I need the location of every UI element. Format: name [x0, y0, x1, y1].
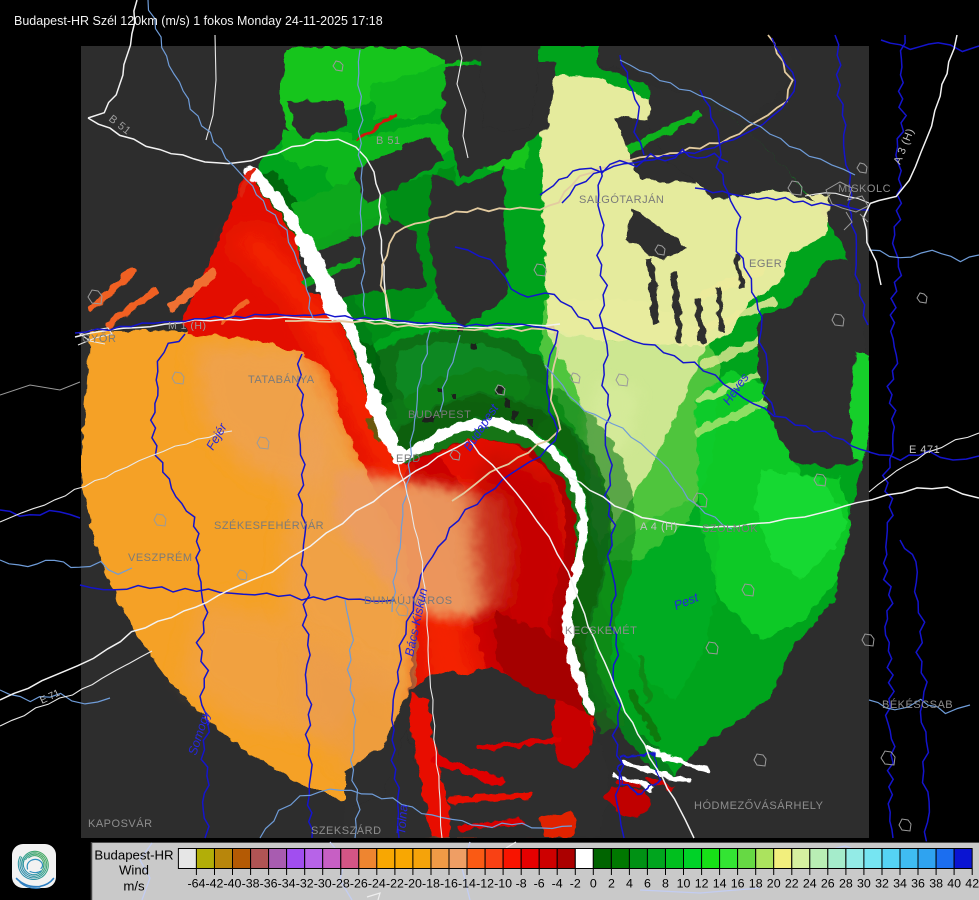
svg-text:36: 36 — [911, 877, 925, 891]
svg-text:-34: -34 — [278, 877, 296, 891]
svg-text:BÉKÉSCSAB: BÉKÉSCSAB — [882, 698, 953, 711]
svg-text:SALGÓTARJÁN: SALGÓTARJÁN — [579, 193, 664, 206]
svg-text:-18: -18 — [422, 877, 440, 891]
svg-text:M 1 (H): M 1 (H) — [168, 320, 207, 332]
svg-text:-24: -24 — [368, 877, 386, 891]
svg-text:TATABÁNYA: TATABÁNYA — [248, 373, 315, 386]
svg-text:38: 38 — [929, 877, 943, 891]
svg-text:E 471: E 471 — [909, 444, 940, 456]
svg-text:40: 40 — [947, 877, 961, 891]
svg-text:SZEKSZÁRD: SZEKSZÁRD — [311, 824, 382, 837]
svg-text:SZÉKESFEHÉRVÁR: SZÉKESFEHÉRVÁR — [214, 519, 324, 532]
svg-text:18: 18 — [749, 877, 763, 891]
svg-text:-16: -16 — [440, 877, 458, 891]
svg-text:34: 34 — [893, 877, 907, 891]
svg-text:VESZPRÉM: VESZPRÉM — [128, 551, 193, 564]
svg-text:0: 0 — [590, 877, 597, 891]
svg-text:KECSKEMÉT: KECSKEMÉT — [565, 624, 637, 637]
svg-text:-22: -22 — [386, 877, 404, 891]
svg-text:Budapest-HR: Budapest-HR — [94, 848, 173, 863]
svg-text:14: 14 — [713, 877, 727, 891]
svg-text:KAPOSVÁR: KAPOSVÁR — [88, 817, 153, 830]
svg-text:28: 28 — [839, 877, 853, 891]
svg-text:32: 32 — [875, 877, 889, 891]
svg-text:-36: -36 — [260, 877, 278, 891]
svg-text:22: 22 — [785, 877, 799, 891]
svg-text:-20: -20 — [404, 877, 422, 891]
svg-text:2: 2 — [608, 877, 615, 891]
svg-text:-6: -6 — [534, 877, 545, 891]
svg-text:-14: -14 — [458, 877, 476, 891]
svg-text:-64: -64 — [187, 877, 205, 891]
svg-text:-38: -38 — [242, 877, 260, 891]
svg-text:30: 30 — [857, 877, 871, 891]
svg-text:m/s: m/s — [123, 879, 145, 894]
svg-text:EGER: EGER — [749, 258, 782, 270]
svg-text:-30: -30 — [314, 877, 332, 891]
svg-text:-2: -2 — [570, 877, 581, 891]
svg-text:-26: -26 — [350, 877, 368, 891]
svg-text:BUDAPEST: BUDAPEST — [408, 409, 471, 421]
svg-text:-4: -4 — [552, 877, 563, 891]
svg-text:B 51: B 51 — [376, 135, 401, 147]
svg-text:-32: -32 — [296, 877, 314, 891]
svg-text:-42: -42 — [206, 877, 224, 891]
svg-text:10: 10 — [677, 877, 691, 891]
svg-text:42: 42 — [965, 877, 979, 891]
svg-text:ERD: ERD — [396, 453, 421, 465]
svg-text:8: 8 — [662, 877, 669, 891]
svg-text:4: 4 — [626, 877, 633, 891]
svg-text:Budapest-HR Szél 120km (m/s) 1: Budapest-HR Szél 120km (m/s) 1 fokos Mon… — [14, 14, 383, 28]
svg-text:-28: -28 — [332, 877, 350, 891]
svg-text:12: 12 — [695, 877, 709, 891]
svg-text:MISKOLC: MISKOLC — [838, 183, 891, 195]
svg-text:26: 26 — [821, 877, 835, 891]
svg-text:16: 16 — [731, 877, 745, 891]
svg-text:-40: -40 — [224, 877, 242, 891]
svg-text:DUNAÚJVÁROS: DUNAÚJVÁROS — [364, 594, 453, 607]
svg-text:HÓDMEZŐVÁSÁRHELY: HÓDMEZŐVÁSÁRHELY — [694, 798, 824, 812]
svg-text:-8: -8 — [516, 877, 527, 891]
svg-text:A 4 (H): A 4 (H) — [640, 521, 678, 533]
svg-text:Wind: Wind — [119, 863, 149, 878]
svg-text:6: 6 — [644, 877, 651, 891]
svg-text:24: 24 — [803, 877, 817, 891]
svg-text:-12: -12 — [476, 877, 494, 891]
svg-text:-10: -10 — [494, 877, 512, 891]
svg-text:20: 20 — [767, 877, 781, 891]
svg-text:Tolna: Tolna — [394, 804, 411, 835]
svg-text:GYŐR: GYŐR — [82, 331, 116, 345]
svg-text:SZOLNOK: SZOLNOK — [702, 523, 758, 535]
